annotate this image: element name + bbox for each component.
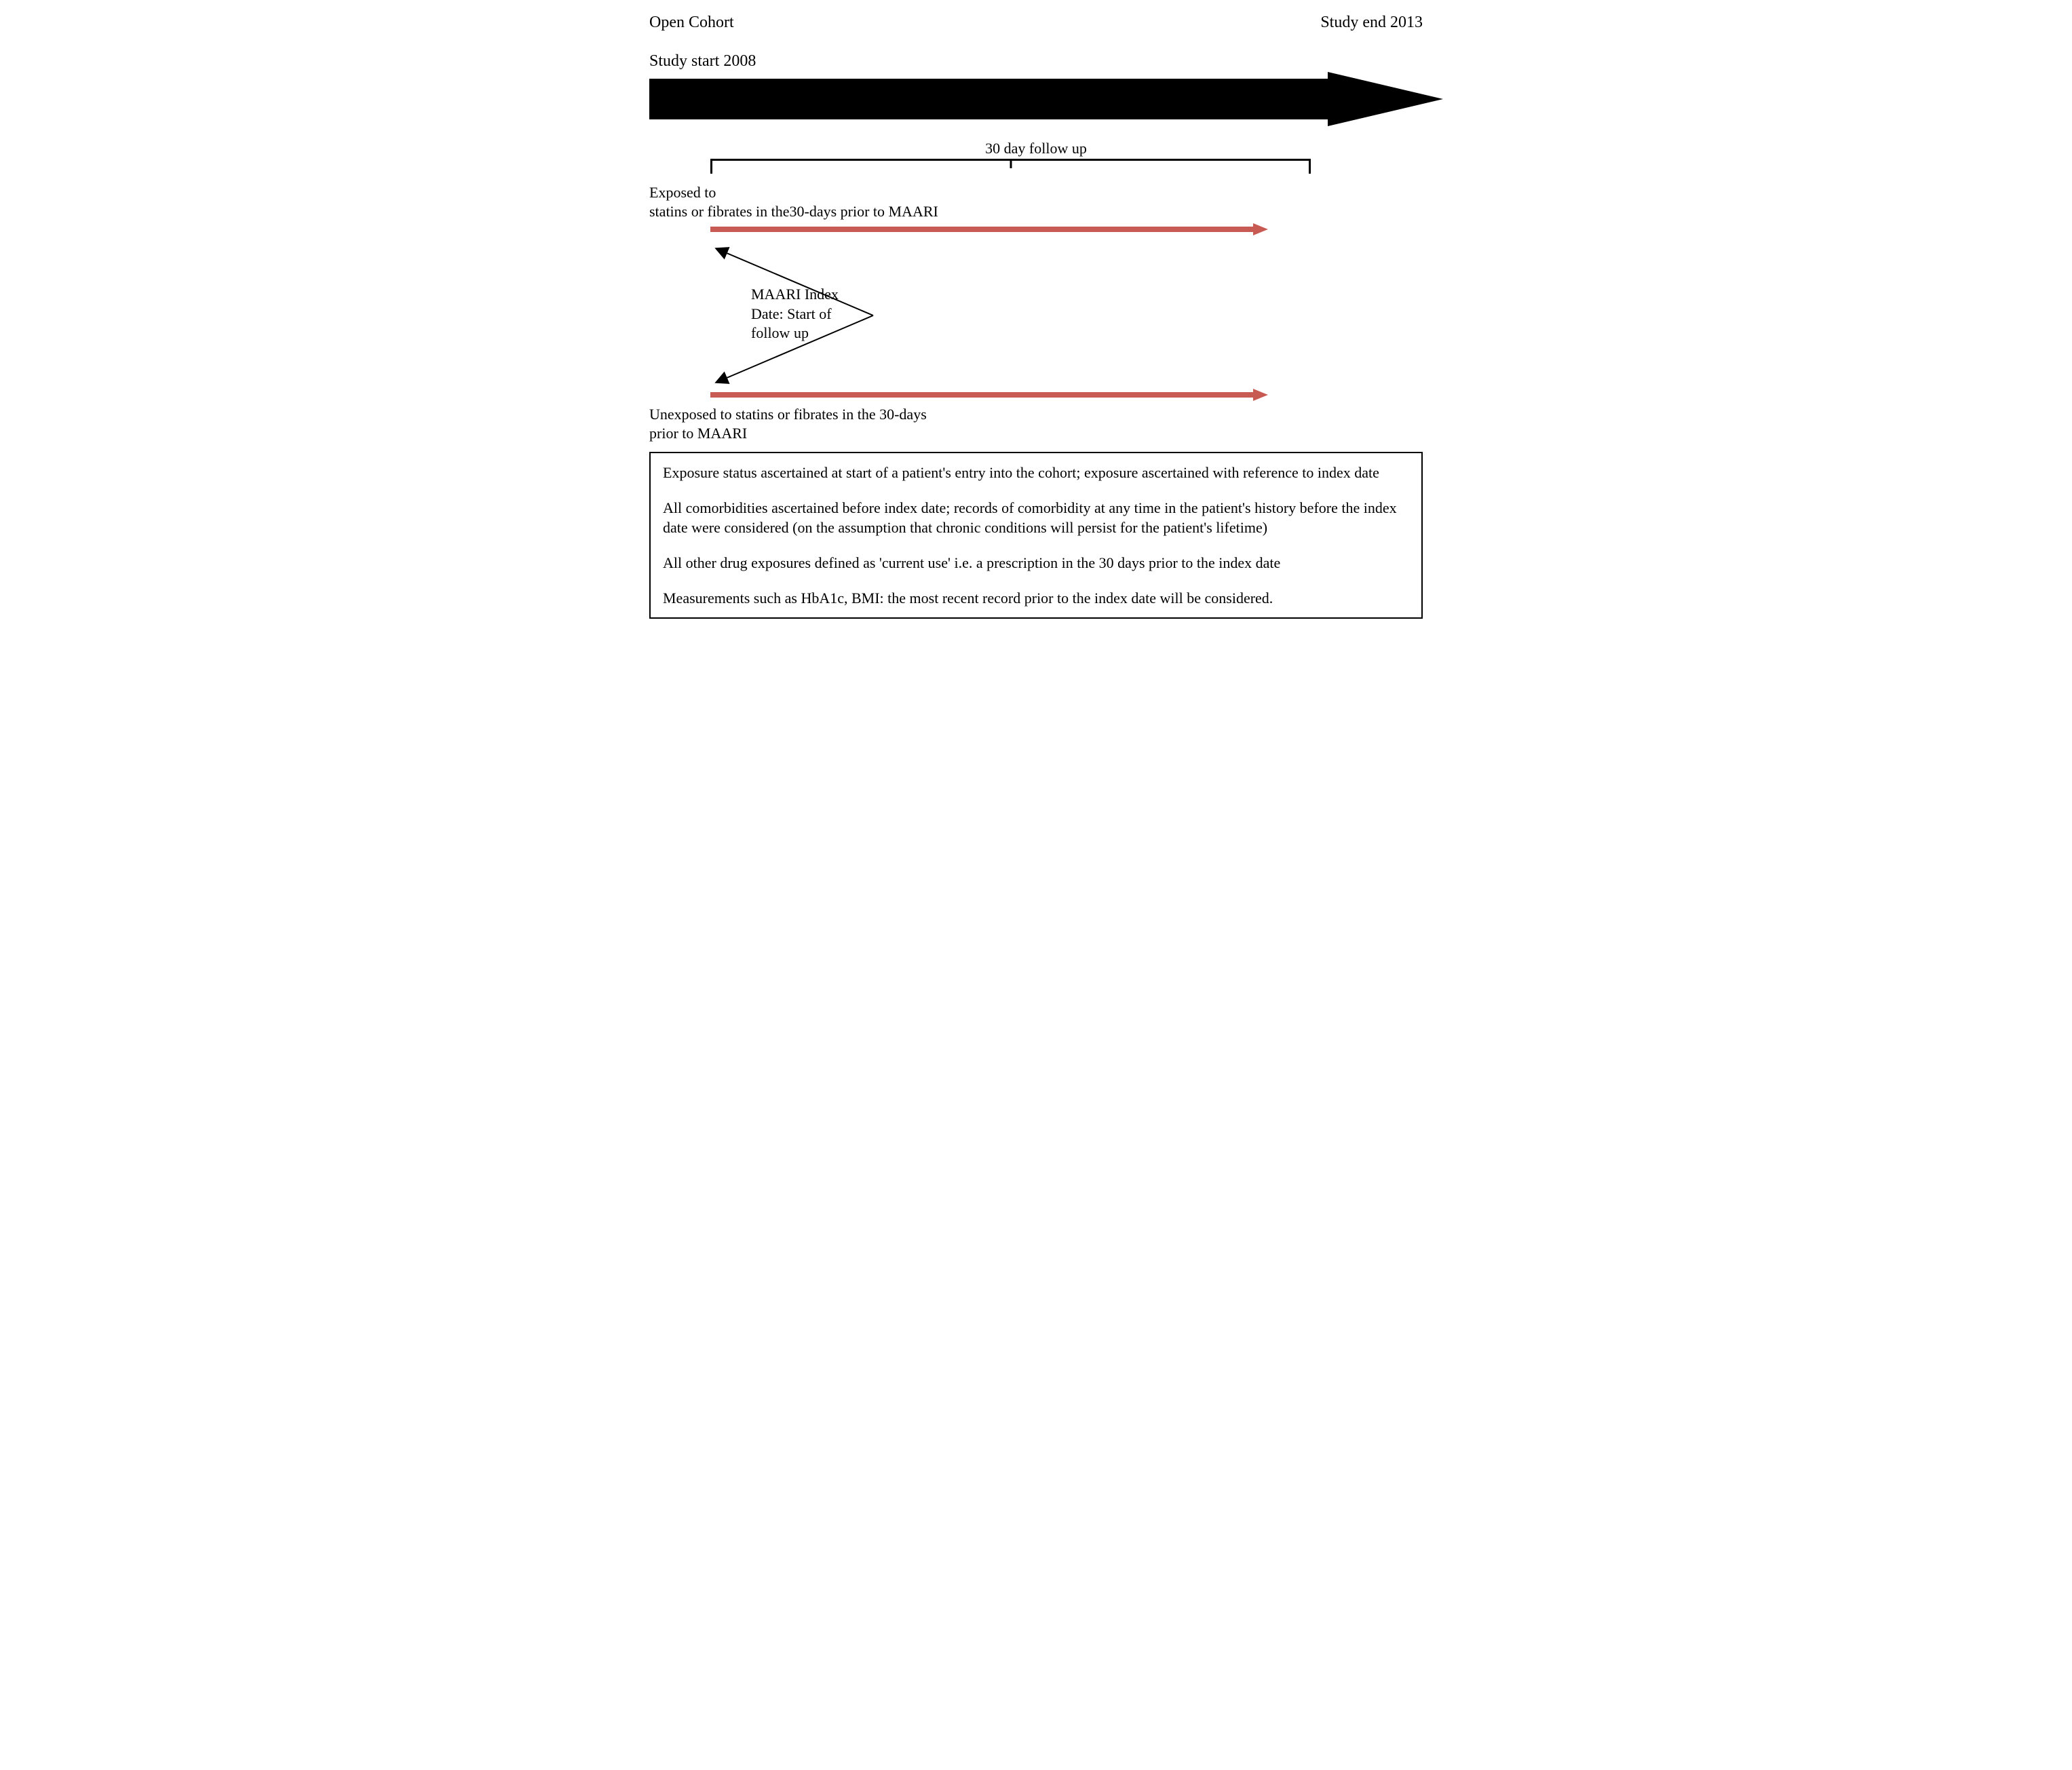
followup-label: 30 day follow up <box>649 140 1423 157</box>
header-row: Open Cohort Study end 2013 <box>649 14 1423 32</box>
index-block: MAARI Index Date: Start of follow up <box>649 241 1423 383</box>
bracket-right-end <box>1309 159 1311 174</box>
index-label-line3: follow up <box>751 324 809 341</box>
exposed-label-line2: statins or fibrates in the30-days prior … <box>649 203 938 220</box>
exposed-arrowhead-icon <box>1253 223 1268 235</box>
index-label-line2: Date: Start of <box>751 305 832 322</box>
timeline-shaft <box>649 79 1328 119</box>
exposed-label-line1: Exposed to <box>649 184 716 201</box>
diagram-root: Open Cohort Study end 2013 Study start 2… <box>629 0 1443 646</box>
timeline-arrowhead-icon <box>1328 72 1443 126</box>
unexposed-arrow-shaft <box>710 392 1253 398</box>
bracket-mid-tick <box>1010 159 1012 168</box>
index-label-line1: MAARI Index <box>751 286 839 303</box>
study-start-label: Study start 2008 <box>649 52 1423 71</box>
unexposed-label: Unexposed to statins or fibrates in the … <box>649 405 1423 442</box>
bracket-left-end <box>710 159 712 174</box>
index-label: MAARI Index Date: Start of follow up <box>751 285 927 343</box>
notes-p2: All comorbidities ascertained before ind… <box>663 498 1409 538</box>
unexposed-arrow <box>649 389 1423 401</box>
study-end-label: Study end 2013 <box>1320 14 1423 32</box>
notes-p3: All other drug exposures defined as 'cur… <box>663 553 1409 573</box>
unexposed-label-line2: prior to MAARI <box>649 425 747 442</box>
exposed-label: Exposed to statins or fibrates in the30-… <box>649 183 1423 220</box>
notes-p1: Exposure status ascertained at start of … <box>663 463 1409 483</box>
unexposed-label-line1: Unexposed to statins or fibrates in the … <box>649 406 927 423</box>
cohort-label: Open Cohort <box>649 14 734 32</box>
timeline-arrow <box>649 72 1423 126</box>
notes-box: Exposure status ascertained at start of … <box>649 452 1423 619</box>
followup-bracket <box>710 159 1311 179</box>
unexposed-arrowhead-icon <box>1253 389 1268 401</box>
exposed-arrow <box>649 223 1423 235</box>
exposed-arrow-shaft <box>710 227 1253 232</box>
notes-p4: Measurements such as HbA1c, BMI: the mos… <box>663 588 1409 609</box>
